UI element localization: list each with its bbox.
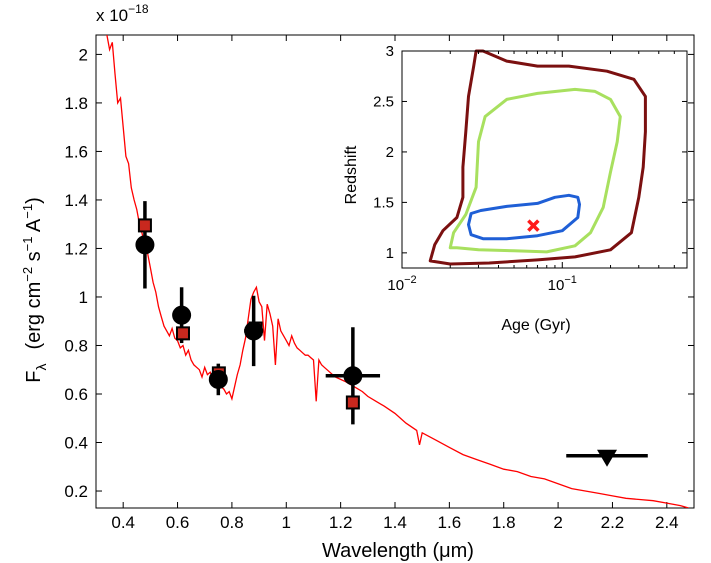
inset-frame (401, 50, 688, 269)
inset-x-axis-title: Age (Gyr) (501, 317, 570, 334)
y-tick-label: 0.8 (64, 336, 88, 355)
confidence-contour (448, 87, 622, 254)
best-fit-cross-b (527, 219, 540, 232)
model-square (137, 218, 152, 233)
spectrum-line (106, 35, 689, 508)
observed-point (172, 305, 192, 325)
y-axis-units-close: ) (23, 197, 45, 204)
y-axis-units-s: s (23, 251, 45, 267)
y-tick-label: 0.4 (64, 434, 88, 453)
y-axis-exp2: −1 (20, 237, 35, 252)
inset-y-ticks: 1 1.5 2 2.5 3 (373, 43, 687, 262)
observed-point (343, 366, 363, 386)
y-axis-symbol: F (23, 371, 45, 383)
y-tick-label: 1.6 (64, 142, 88, 161)
y-multiplier: x 10−18 (96, 2, 149, 25)
x-tick-label: 2 (553, 513, 562, 532)
y-tick-label: 0.2 (64, 482, 88, 501)
inset-x-tick-label: 10−1 (548, 274, 577, 294)
inset-y-tick-label: 2 (386, 144, 394, 161)
x-tick-label: 2.4 (655, 513, 679, 532)
x-tick-label: 2.2 (601, 513, 625, 532)
observed-point (135, 235, 155, 255)
x-tick-label: 1.4 (383, 513, 407, 532)
inset-contours (428, 49, 647, 266)
y-tick-label: 0.6 (64, 385, 88, 404)
model-spectrum (106, 35, 689, 508)
y-axis-units: (erg cm (23, 282, 45, 350)
y-axis-units-a: A (23, 218, 45, 236)
model-square (175, 326, 190, 341)
inset-y-tick-label: 2.5 (373, 93, 394, 110)
svg-text:Fλ(erg cm−2 s−1 A−1): Fλ(erg cm−2 s−1 A−1) (20, 197, 49, 383)
x-tick-label: 0.6 (166, 513, 190, 532)
x-axis-title: Wavelength (μm) (322, 540, 474, 562)
y-axis-exp3: −1 (20, 204, 35, 219)
y-tick-label: 1.2 (64, 239, 88, 258)
observed-point (244, 321, 264, 341)
main-plot: 0.4 0.6 0.8 1 1.2 1.4 1.6 1.8 2 2.2 2.4 0.20.40.60… (64, 34, 695, 532)
y-multiplier-base: x 10 (96, 6, 128, 25)
confidence-contour (467, 193, 581, 241)
y-tick-label: 2 (79, 45, 88, 64)
inset-y-tick-label: 1.5 (373, 194, 394, 211)
upper-limit (566, 449, 648, 467)
y-axis-exp1: −2 (20, 267, 35, 282)
observed-points (135, 235, 363, 389)
y-multiplier-exponent: −18 (128, 2, 149, 16)
best-fit-marker (527, 219, 540, 232)
main-x-ticks: 0.4 0.6 0.8 1 1.2 1.4 1.6 1.8 2 2.2 2.4 (111, 35, 679, 532)
x-tick-label: 1.2 (329, 513, 353, 532)
inset-x-ticks: 10−2 10−1 (387, 51, 675, 294)
y-axis-subscript: λ (33, 364, 49, 371)
inset-y-axis-title: Redshift (343, 145, 360, 204)
inset-plot: 10−2 10−1 1 1.5 2 2.5 3 (373, 43, 688, 294)
inset-y-tick-label: 1 (386, 245, 394, 262)
x-tick-label: 1.8 (492, 513, 516, 532)
inset-y-tick-label: 3 (386, 43, 394, 60)
inset-x-tick-label: 10−2 (387, 274, 416, 294)
x-tick-label: 0.8 (220, 513, 244, 532)
y-tick-label: 1.4 (64, 191, 88, 210)
x-tick-label: 0.4 (111, 513, 135, 532)
upper-limit-triangle (597, 449, 618, 467)
y-axis-title: Fλ(erg cm−2 s−1 A−1) (20, 197, 49, 383)
main-y-ticks: 0.2 0.4 0.6 0.8 1 1.2 1.4 1.6 1.8 2 (64, 45, 694, 501)
model-square (345, 395, 360, 410)
x-tick-label: 1.6 (438, 513, 462, 532)
confidence-contour (428, 49, 647, 266)
x-tick-label: 1 (282, 513, 291, 532)
y-tick-label: 1.8 (64, 94, 88, 113)
y-tick-label: 1 (79, 288, 88, 307)
observed-point (208, 369, 228, 389)
